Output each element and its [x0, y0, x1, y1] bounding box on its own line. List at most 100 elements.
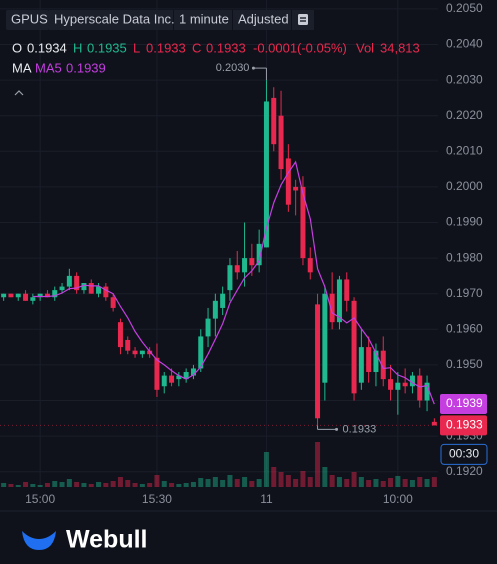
volume-bar	[322, 467, 328, 487]
symbol[interactable]: GPUS	[11, 11, 48, 26]
candle-body	[388, 379, 394, 390]
adjust-box[interactable]	[233, 10, 291, 30]
volume-bar	[132, 483, 138, 487]
interval[interactable]: 1 minute	[179, 11, 229, 26]
candle-body	[358, 347, 364, 383]
candle-body	[74, 275, 80, 291]
y-tick-label: 0.1970	[446, 286, 483, 300]
ma-line	[32, 160, 435, 405]
volume-bar	[388, 478, 394, 487]
candle-body	[424, 382, 430, 401]
candle-body	[110, 297, 116, 308]
low-label: L	[133, 40, 140, 55]
candle-body	[183, 372, 189, 380]
volume-bar	[293, 479, 299, 487]
candle-body	[154, 357, 160, 390]
plot	[0, 80, 438, 487]
low-marker-label: 0.1933	[343, 423, 377, 435]
ma-value: 0.1939	[66, 60, 106, 75]
candle-body	[220, 293, 226, 308]
collapse-chevron[interactable]	[14, 90, 24, 96]
candle-body	[322, 293, 328, 383]
x-tick-label: 11	[260, 492, 273, 506]
close-value: 0.1933	[206, 40, 246, 55]
candle-body	[1, 293, 7, 298]
volume-bar	[351, 472, 357, 487]
volume-bar	[30, 484, 36, 487]
volume-bar	[242, 477, 248, 487]
candle-body	[366, 347, 372, 373]
volume-bar	[300, 471, 306, 487]
candle-body	[52, 290, 58, 298]
volume-bar	[278, 472, 284, 487]
close-label: C	[192, 40, 201, 55]
candle-body	[263, 101, 269, 248]
volume-bar	[315, 442, 321, 487]
y-tick-label: 0.2010	[446, 143, 483, 157]
candle-body	[373, 350, 379, 373]
last-price-tag	[440, 415, 487, 436]
candle-body	[285, 158, 291, 205]
candle-body	[300, 186, 306, 259]
candle-body	[88, 283, 94, 294]
y-tick-label: 0.2050	[446, 1, 483, 15]
candle-body	[344, 279, 350, 301]
adjust[interactable]: Adjusted	[238, 11, 289, 26]
candle-body	[66, 275, 72, 287]
candle-body	[132, 350, 138, 355]
volume-bar	[402, 479, 408, 487]
volume-bar	[169, 483, 175, 487]
company-name: Hyperscale Data Inc.	[54, 11, 175, 26]
volume-bar	[212, 477, 218, 487]
high-marker-label: 0.2030	[216, 62, 250, 74]
volume-bar	[417, 477, 423, 487]
volume-bar	[96, 482, 102, 487]
volume-label: Vol	[356, 40, 374, 55]
candle-body	[227, 265, 233, 291]
candle-body	[278, 115, 284, 170]
volume-bar	[205, 479, 211, 487]
volume-bar	[74, 482, 80, 487]
candle-body	[205, 318, 211, 337]
volume-bar	[285, 475, 291, 487]
x-tick-label: 10:00	[383, 492, 413, 506]
candle-body	[249, 258, 255, 266]
volume-bar	[380, 481, 386, 487]
candle-body	[380, 350, 386, 380]
ma-label: MA	[12, 60, 32, 75]
candle-body	[351, 300, 357, 394]
volume-bar	[154, 475, 160, 487]
brand-logo	[22, 531, 56, 550]
volume-bar	[373, 479, 379, 487]
candle-body	[161, 375, 167, 387]
y-tick-label: 0.2000	[446, 179, 483, 193]
candle-body	[256, 243, 262, 266]
high-label: H	[73, 40, 82, 55]
y-tick-label: 0.1950	[446, 357, 483, 371]
volume-bar	[176, 484, 182, 487]
interval-box[interactable]	[174, 10, 232, 30]
open-value: 0.1934	[27, 40, 67, 55]
volume-bar	[256, 479, 262, 487]
symbol-box[interactable]	[6, 10, 49, 30]
y-tick-label: 0.2040	[446, 37, 483, 51]
volume-value: 34,813	[380, 40, 420, 55]
volume-bar	[1, 483, 7, 487]
candle-body	[176, 375, 182, 380]
candle-body	[81, 283, 87, 291]
volume-bar	[344, 479, 350, 487]
candle-body	[234, 265, 240, 273]
candle-body	[59, 286, 65, 291]
candle-body	[336, 279, 342, 323]
volume-bar	[263, 452, 269, 487]
candle-body	[402, 382, 408, 387]
low-marker-dot	[335, 427, 339, 431]
volume-bar	[139, 484, 145, 487]
candle-body	[8, 293, 14, 298]
candle-body	[169, 375, 175, 383]
volume-bar	[37, 485, 43, 487]
candle-body	[37, 293, 43, 298]
volume-bar	[190, 482, 196, 487]
